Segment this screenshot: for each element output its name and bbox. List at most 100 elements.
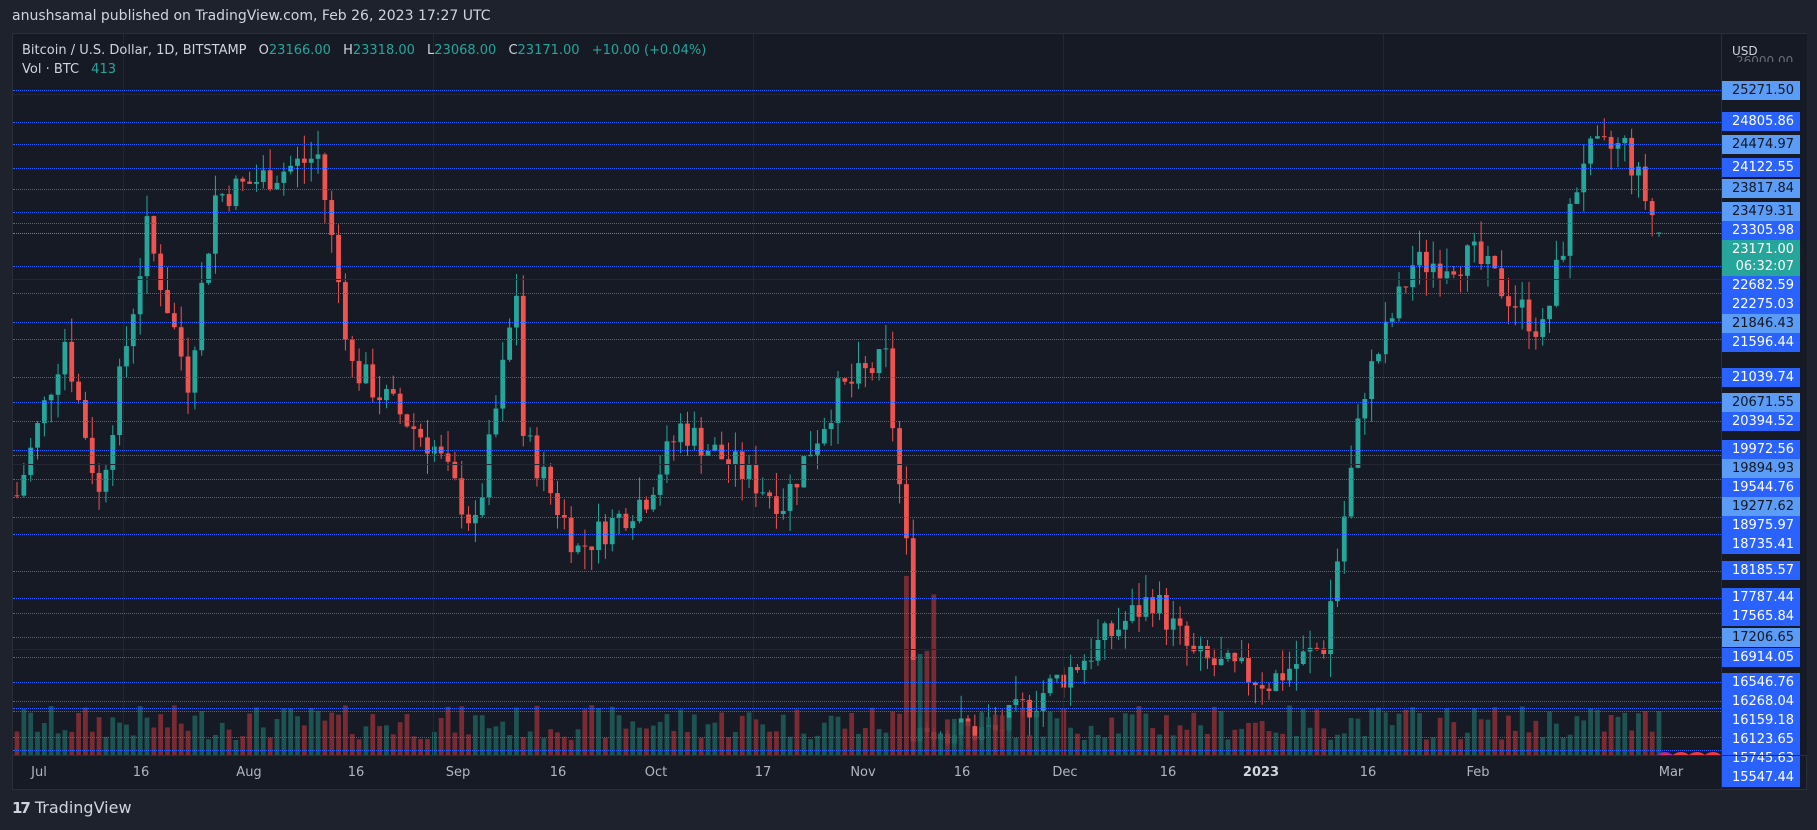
price-level-label[interactable]: 19972.56 [1722, 440, 1800, 460]
price-level-label[interactable]: 19544.76 [1722, 478, 1800, 498]
price-level-label[interactable]: 17206.65 [1722, 627, 1800, 647]
price-level-line[interactable] [13, 708, 1721, 710]
price-level-line[interactable] [13, 421, 1721, 422]
volume-bar [62, 730, 68, 755]
volume-bar [1034, 711, 1039, 755]
price-level-line[interactable] [13, 265, 1721, 267]
price-level-line[interactable] [13, 657, 1721, 659]
price-level-line[interactable] [13, 377, 1721, 379]
price-level-line[interactable] [13, 478, 1721, 480]
price-level-line[interactable] [13, 496, 1721, 498]
symbol-title[interactable]: Bitcoin / U.S. Dollar, 1D, BITSTAMP [22, 43, 247, 58]
volume-label[interactable]: Vol · BTC [22, 62, 80, 77]
price-level-line[interactable] [13, 223, 1721, 225]
price-level-line[interactable] [13, 90, 1721, 91]
candle [705, 450, 711, 456]
volume-bar [1259, 720, 1265, 755]
price-level-label[interactable]: 16268.04 [1722, 691, 1800, 711]
volume-bar [561, 736, 567, 755]
price-level-label[interactable]: 17565.84 [1722, 607, 1800, 627]
candle [459, 478, 465, 515]
price-level-label[interactable]: 21846.43 [1722, 314, 1800, 334]
volume-bar [1280, 733, 1286, 755]
price-level-line[interactable] [13, 188, 1721, 190]
high-value: 23318.00 [352, 43, 415, 58]
price-level-label[interactable]: 18185.57 [1722, 561, 1800, 581]
price-level-line[interactable] [13, 454, 1721, 456]
tradingview-logo[interactable]: 17 TradingView [12, 798, 132, 817]
price-level-line[interactable] [13, 701, 1721, 703]
candle [1191, 645, 1197, 652]
chart-plot-area[interactable]: Bitcoin / U.S. Dollar, 1D, BITSTAMP O231… [13, 34, 1721, 755]
price-level-label[interactable]: 24474.97 [1722, 134, 1800, 154]
price-axis[interactable]: USD 26000.00 25271.50 24805.86 24474.97 241… [1721, 34, 1807, 787]
price-level-label[interactable]: 24122.55 [1722, 158, 1800, 178]
volume-bar [1136, 706, 1142, 755]
volume-bar [390, 734, 396, 755]
candle [1239, 658, 1245, 662]
price-level-line[interactable] [13, 736, 1721, 738]
price-level-line[interactable] [13, 637, 1721, 639]
price-level-label[interactable]: 17787.44 [1722, 588, 1800, 608]
price-level-line[interactable] [13, 710, 1721, 712]
price-level-label[interactable]: 22682.59 [1722, 276, 1800, 296]
price-level-line[interactable] [13, 339, 1721, 341]
price-level-line[interactable] [13, 293, 1721, 295]
candle [856, 363, 861, 384]
candle [1232, 652, 1238, 662]
volume-bar [1013, 737, 1019, 755]
time-axis-label: 16 [1159, 765, 1177, 780]
candle [1170, 618, 1176, 630]
price-level-line[interactable] [13, 750, 1721, 751]
price-level-line[interactable] [13, 121, 1721, 123]
price-level-label[interactable]: 18735.41 [1722, 535, 1800, 555]
volume-bar [158, 714, 164, 755]
price-level-label[interactable]: 18975.97 [1722, 516, 1800, 536]
price-level-line[interactable] [13, 570, 1721, 572]
volume-bar [958, 722, 964, 755]
candle [192, 350, 198, 393]
price-level-label[interactable]: 16159.18 [1722, 710, 1800, 730]
price-level-line[interactable] [13, 167, 1721, 169]
price-level-label[interactable]: 22275.03 [1722, 295, 1800, 315]
price-level-line[interactable] [13, 144, 1721, 146]
price-level-line[interactable] [13, 597, 1721, 599]
time-axis[interactable]: Jul 16 Aug 16 Sep 16 Oct 17 Nov 16 Dec 16 2023 16 Feb M… [13, 755, 1721, 790]
price-level-line[interactable] [13, 402, 1721, 404]
price-level-line[interactable] [13, 322, 1721, 324]
candle [1417, 251, 1422, 266]
candle [425, 437, 430, 454]
price-level-line[interactable] [13, 517, 1721, 519]
volume-bar [534, 705, 540, 755]
price-level-label[interactable]: 20394.52 [1722, 411, 1800, 431]
price-level-label[interactable]: 15547.44 [1722, 767, 1800, 787]
candle [1382, 321, 1388, 355]
price-level-label[interactable]: 23479.31 [1722, 202, 1800, 222]
price-level-label[interactable]: 20671.55 [1722, 392, 1800, 412]
price-level-label[interactable]: 23305.98 [1722, 221, 1800, 241]
price-level-label[interactable]: 21039.74 [1722, 367, 1800, 387]
volume-bar [1129, 714, 1135, 755]
price-level-label[interactable]: 19894.93 [1722, 459, 1800, 479]
price-level-line[interactable] [13, 449, 1721, 451]
price-level-label[interactable]: 21596.44 [1722, 333, 1800, 353]
volume-bar [869, 707, 875, 755]
price-level-label[interactable]: 25271.50 [1722, 80, 1800, 100]
candle [514, 295, 519, 328]
price-level-label[interactable]: 16546.76 [1722, 672, 1800, 692]
volume-bar [479, 715, 485, 755]
price-level-label[interactable]: 24805.86 [1722, 112, 1800, 132]
price-level-line[interactable] [13, 533, 1721, 535]
price-level-label[interactable]: 15745.63 [1722, 748, 1800, 768]
current-price-label[interactable]: 23171.00 06:32:07 [1722, 240, 1800, 277]
price-level-line[interactable] [13, 211, 1721, 213]
price-level-label[interactable]: 16123.65 [1722, 729, 1800, 749]
price-level-label[interactable]: 16914.05 [1722, 647, 1800, 667]
candle [1526, 299, 1532, 332]
price-level-label[interactable]: 19277.62 [1722, 497, 1800, 517]
price-level-line[interactable] [13, 682, 1721, 684]
candle [151, 216, 157, 254]
price-level-line[interactable] [13, 613, 1721, 614]
price-level-label[interactable]: 23817.84 [1722, 179, 1800, 199]
economic-events-markers[interactable] [1653, 752, 1721, 755]
